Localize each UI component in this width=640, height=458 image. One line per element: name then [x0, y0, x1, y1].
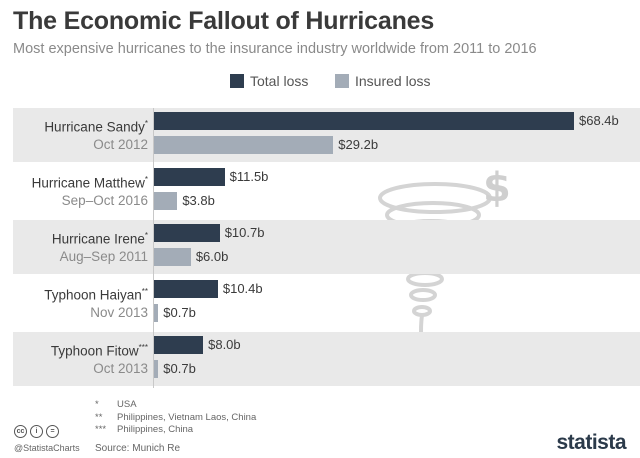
- license-icons: cc i =: [14, 425, 59, 438]
- row-name-text: Hurricane Irene: [51, 231, 145, 247]
- footnote: ** Philippines, Vietnam Laos, China: [95, 412, 256, 425]
- row-name-text: Typhoon Fitow: [50, 343, 139, 359]
- row-name-text: Hurricane Matthew: [31, 175, 145, 191]
- footnote-text: Philippines, Vietnam Laos, China: [117, 411, 257, 423]
- bar-total-value-label: $11.5b: [229, 169, 269, 184]
- row-name-label: Typhoon Fitow***: [20, 343, 148, 359]
- attribution-icon: i: [30, 425, 43, 438]
- row-name-label: Hurricane Irene*: [20, 231, 148, 247]
- bar-insured-loss: [154, 192, 178, 210]
- row-date-label: Aug–Sep 2011: [59, 249, 148, 264]
- row-name-label: Typhoon Haiyan**: [20, 287, 148, 303]
- bar-insured-value-label: $6.0b: [195, 249, 229, 264]
- no-derivatives-icon: =: [46, 425, 59, 438]
- row-date-label: Nov 2013: [90, 305, 148, 320]
- row-name-label: Hurricane Matthew*: [20, 175, 148, 191]
- footnote-marker: *: [95, 399, 99, 410]
- bar-insured-value-label: $0.7b: [163, 361, 196, 376]
- row-name-text: Hurricane Sandy: [44, 119, 145, 135]
- legend-total-label: Total loss: [250, 73, 309, 89]
- bar-total-value-label: $68.4b: [579, 113, 619, 128]
- chart-subtitle: Most expensive hurricanes to the insuran…: [13, 41, 537, 57]
- chart-title: The Economic Fallout of Hurricanes: [13, 7, 435, 35]
- statista-logo[interactable]: statista: [556, 431, 626, 454]
- row-footnote-mark: *: [144, 175, 148, 184]
- creative-commons-icon: cc: [14, 425, 27, 438]
- footnote-marker: ***: [95, 424, 107, 435]
- footnote: *** Philippines, China: [95, 424, 256, 437]
- legend-insured: Insured loss: [335, 73, 430, 89]
- bar-insured-loss: [154, 136, 334, 154]
- source-note: Source: Munich Re: [95, 443, 181, 454]
- bar-total-loss: [154, 168, 225, 186]
- row-band: [13, 332, 640, 386]
- row-date-label: Oct 2013: [93, 361, 148, 376]
- legend-insured-label: Insured loss: [355, 73, 431, 89]
- row-footnote-mark: *: [144, 119, 148, 128]
- bar-total-loss: [154, 224, 220, 242]
- twitter-handle[interactable]: @StatistaCharts: [14, 443, 80, 453]
- legend-swatch-insured: [335, 74, 349, 88]
- footnote-text: USA: [117, 399, 137, 410]
- bar-insured-value-label: $29.2b: [338, 137, 379, 152]
- footnote-text: Philippines, China: [117, 424, 194, 435]
- row-footnote-mark: *: [144, 231, 148, 240]
- bar-insured-loss: [154, 304, 159, 322]
- footnote-marker: **: [95, 411, 103, 423]
- bar-insured-value-label: $3.8b: [182, 193, 215, 208]
- row-footnote-mark: ***: [138, 343, 148, 352]
- svg-text:$: $: [483, 165, 511, 211]
- footnotes: * USA ** Philippines, Vietnam Laos, China …: [95, 399, 256, 437]
- chart-baseline: [153, 108, 154, 388]
- row-date-label: Sep–Oct 2016: [61, 193, 148, 208]
- row-name-label: Hurricane Sandy*: [20, 119, 148, 135]
- bar-insured-value-label: $0.7b: [163, 305, 196, 320]
- row-footnote-mark: **: [141, 287, 148, 296]
- bar-total-loss: [154, 336, 204, 354]
- row-name-text: Typhoon Haiyan: [44, 287, 142, 303]
- legend-swatch-total: [230, 74, 244, 88]
- bar-total-value-label: $10.4b: [222, 281, 263, 296]
- bar-total-value-label: $8.0b: [208, 337, 241, 352]
- row-band: [13, 220, 640, 274]
- bar-total-value-label: $10.7b: [224, 225, 265, 240]
- bar-insured-loss: [154, 248, 191, 266]
- footnote: * USA: [95, 399, 256, 412]
- bar-total-loss: [154, 280, 218, 298]
- bar-insured-loss: [154, 360, 159, 378]
- legend-total: Total loss: [230, 73, 308, 89]
- row-date-label: Oct 2012: [93, 137, 148, 152]
- bar-total-loss: [154, 112, 574, 130]
